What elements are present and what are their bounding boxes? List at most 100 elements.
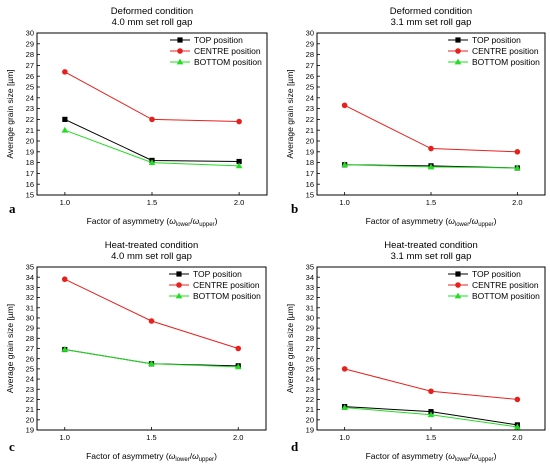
data-point-centre <box>148 318 155 324</box>
data-point-centre <box>514 396 521 403</box>
data-point-bottom <box>61 346 69 352</box>
data-point-bottom <box>148 159 156 165</box>
legend-marker-top <box>455 37 461 43</box>
y-tick-label: 21 <box>306 405 314 414</box>
y-tick-label: 19 <box>26 147 34 156</box>
x-axis-label-part: lower <box>176 222 190 228</box>
x-axis-label-part: upper <box>478 457 493 463</box>
y-tick-label: 15 <box>26 191 34 200</box>
x-tick-label: 1.0 <box>339 198 349 207</box>
y-tick-label: 35 <box>306 263 314 272</box>
x-tick-label: 1.5 <box>426 198 436 207</box>
legend-marker-centre <box>177 48 183 54</box>
legend-label-top: TOP position <box>472 269 521 279</box>
y-tick-label: 30 <box>306 29 314 38</box>
legend-label-bottom: BOTTOM position <box>193 291 261 301</box>
y-tick-label: 20 <box>26 415 34 424</box>
x-axis-label-part: / <box>190 451 193 461</box>
y-axis-label: Average grain size [µm] <box>285 304 295 393</box>
legend-marker-bottom <box>454 292 462 299</box>
x-tick-label: 2.0 <box>512 198 522 207</box>
y-tick-label: 20 <box>306 415 314 424</box>
y-tick-label: 17 <box>306 169 314 178</box>
y-tick-label: 31 <box>26 303 34 312</box>
y-tick-label: 20 <box>306 137 314 146</box>
data-point-centre <box>341 102 348 109</box>
y-tick-label: 24 <box>306 375 314 384</box>
legend-marker-top <box>177 37 183 43</box>
x-axis-label-part: ω <box>193 216 200 226</box>
y-tick-label: 22 <box>306 115 314 124</box>
y-tick-label: 29 <box>306 324 314 333</box>
y-tick-label: 21 <box>26 405 34 414</box>
x-axis-label-part: ) <box>494 451 497 461</box>
data-point-centre <box>514 149 521 155</box>
x-axis-label-part: ω <box>169 451 176 461</box>
legend-label-top: TOP position <box>193 269 242 279</box>
x-axis-label-part: ω <box>169 216 176 226</box>
legend-label-centre: CENTRE position <box>194 46 261 56</box>
y-tick-label: 29 <box>306 39 314 48</box>
y-tick-label: 24 <box>306 93 314 102</box>
y-tick-label: 16 <box>26 180 34 189</box>
legend-label-bottom: BOTTOM position <box>472 291 540 301</box>
chart-subtitle: 3.1 mm set roll gap <box>391 251 472 262</box>
legend-marker-centre <box>176 282 182 288</box>
y-tick-label: 15 <box>306 191 314 200</box>
x-axis-label-part: / <box>469 216 472 226</box>
panel-label: c <box>9 439 15 454</box>
x-tick-label: 1.0 <box>60 198 70 207</box>
chart-title: Deformed condition <box>390 6 472 17</box>
x-axis-label-part: lower <box>175 457 189 463</box>
x-axis-label-part: upper <box>199 222 214 228</box>
panel-label: a <box>9 201 16 216</box>
y-tick-label: 30 <box>306 314 314 323</box>
legend-label-top: TOP position <box>472 35 521 45</box>
x-tick-label: 1.5 <box>147 198 157 207</box>
x-axis-label-part: ω <box>192 451 199 461</box>
y-axis-label: Average grain size [µm] <box>5 304 15 393</box>
y-tick-label: 29 <box>26 324 34 333</box>
series-line-centre <box>64 71 240 123</box>
y-tick-label: 28 <box>26 334 34 343</box>
y-tick-label: 27 <box>26 344 34 353</box>
x-tick-label: 2.0 <box>512 433 522 442</box>
series-line-top <box>64 118 240 163</box>
y-tick-label: 23 <box>306 385 314 394</box>
y-tick-label: 35 <box>26 263 34 272</box>
y-tick-label: 21 <box>306 126 314 135</box>
x-axis-label-part: ω <box>472 216 479 226</box>
x-axis-label: Factor of asymmetry (ωlower/ωupper) <box>86 451 217 463</box>
y-tick-label: 33 <box>306 283 314 292</box>
y-tick-label: 20 <box>26 137 34 146</box>
legend-label-centre: CENTRE position <box>193 280 260 290</box>
x-axis-label-part: Factor of asymmetry ( <box>366 451 449 461</box>
x-tick-label: 1.5 <box>146 433 156 442</box>
y-tick-label: 16 <box>306 180 314 189</box>
legend-marker-centre <box>455 48 461 54</box>
legend-marker-top <box>176 271 182 277</box>
data-point-centre <box>149 116 155 123</box>
legend-marker-centre <box>455 282 461 288</box>
y-tick-label: 27 <box>306 61 314 70</box>
y-tick-label: 21 <box>26 126 34 135</box>
data-point-bottom <box>341 161 348 168</box>
y-tick-label: 25 <box>26 83 34 92</box>
y-tick-label: 19 <box>26 426 34 435</box>
x-axis-label-part: upper <box>478 222 493 228</box>
data-point-bottom <box>61 126 69 133</box>
y-tick-label: 26 <box>26 354 34 363</box>
x-axis-label: Factor of asymmetry (ωlower/ωupper) <box>87 216 218 228</box>
legend-marker-bottom <box>175 292 183 299</box>
y-tick-label: 25 <box>26 364 34 373</box>
data-point-centre <box>428 388 434 395</box>
data-point-bottom <box>235 162 243 169</box>
data-point-centre <box>61 276 68 283</box>
legend-marker-bottom <box>176 58 184 65</box>
x-axis-label: Factor of asymmetry (ωlower/ωupper) <box>366 451 497 463</box>
y-tick-label: 26 <box>26 72 34 81</box>
data-point-bottom <box>148 360 155 367</box>
